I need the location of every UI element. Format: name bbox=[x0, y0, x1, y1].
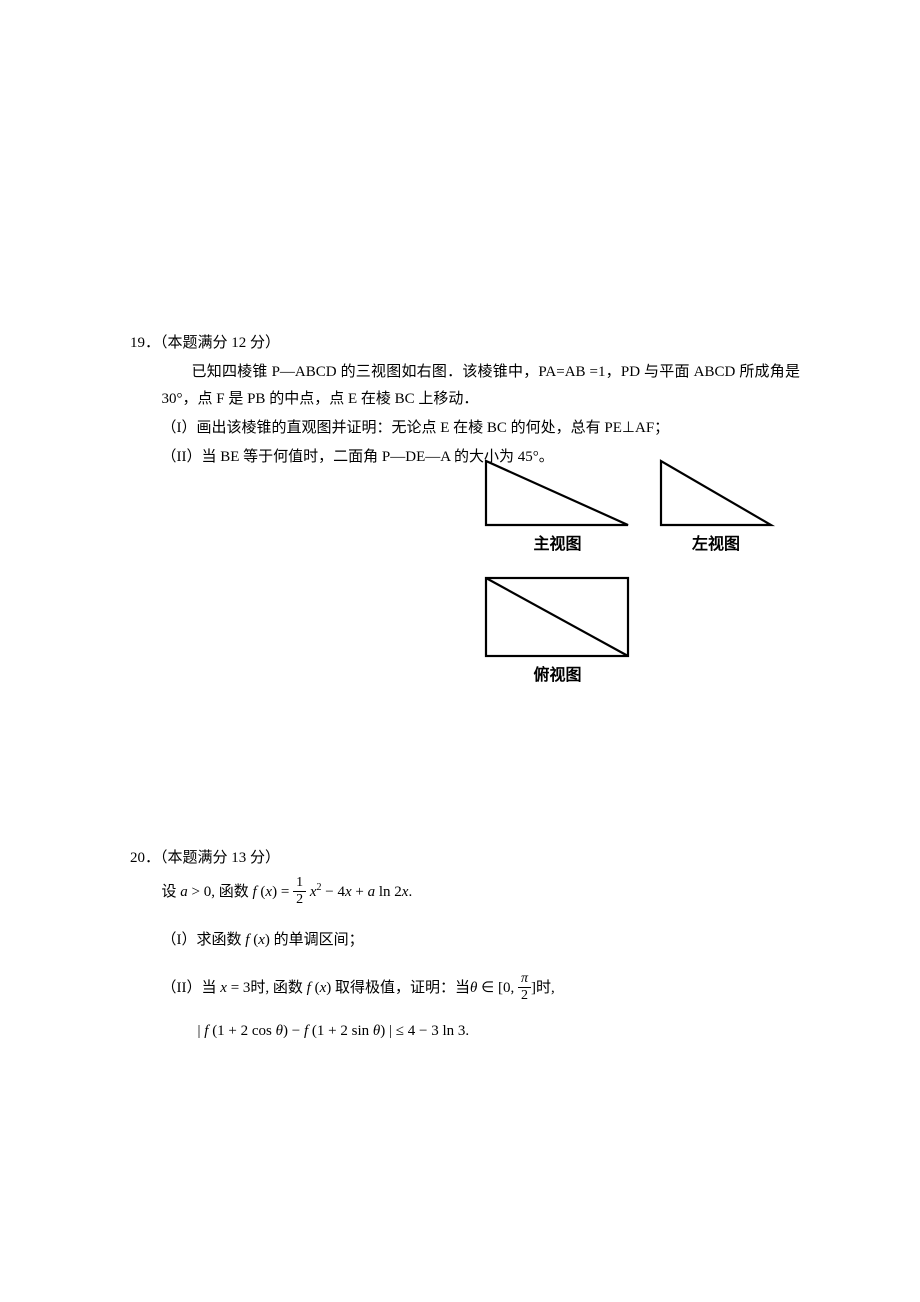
left-view-svg bbox=[655, 455, 777, 531]
prob20-number: 20． bbox=[130, 850, 160, 866]
prob19-para-text: 已知四棱锥 P—ABCD 的三视图如右图．该棱锥中，PA=AB =1，PD 与平… bbox=[162, 364, 801, 407]
front-view-block: 主视图 bbox=[480, 455, 635, 560]
prob20-inequality: | f (1 + 2 cos θ) − f (1 + 2 sin θ) | ≤ … bbox=[130, 1015, 800, 1048]
top-view-block: 俯视图 bbox=[480, 572, 810, 691]
prob20-part1: （I）求函数 f (x) 的单调区间； bbox=[130, 927, 800, 954]
prob20-part2: （II）当 x = 3时, 函数 f (x) 取得极值，证明：当θ ∈ [0, … bbox=[130, 972, 800, 1005]
frac-num: 1 bbox=[293, 875, 306, 892]
prob20-header: （本题满分 13 分） bbox=[160, 850, 280, 866]
p20-part2-c: 取得极值，证明：当 bbox=[331, 980, 470, 996]
p20-part1-a: 求函数 bbox=[197, 932, 246, 948]
pi-num: π bbox=[518, 971, 531, 988]
p20-theta: θ ∈ [0, π2] bbox=[470, 980, 536, 996]
prob19-number: 19． bbox=[130, 335, 160, 351]
fn-def: f (x) = 12 x2 − 4x + a ln 2x. bbox=[249, 884, 412, 900]
given-pre: 设 bbox=[162, 884, 177, 900]
prob19-header: （本题满分 12 分） bbox=[160, 335, 280, 351]
p20-part2-d: 时, bbox=[536, 980, 555, 996]
bottom-row-views: 俯视图 bbox=[480, 572, 810, 691]
problem-20: 20．（本题满分 13 分） 设 a > 0, 函数 f (x) = 12 x2… bbox=[130, 845, 800, 1048]
figure-three-views: 主视图 左视图 俯视图 bbox=[480, 455, 810, 690]
p20-x3: x = 3 bbox=[220, 980, 250, 996]
p20-part1-fx: f (x) bbox=[245, 932, 270, 948]
p20-part2-label: （II） bbox=[162, 980, 202, 996]
problem-19: 19．（本题满分 12 分） 已知四棱锥 P—ABCD 的三视图如右图．该棱锥中… bbox=[130, 330, 800, 471]
pi-den: 2 bbox=[518, 988, 531, 1004]
top-row-views: 主视图 左视图 bbox=[480, 455, 810, 560]
p20-part2-fx: f (x) bbox=[303, 980, 331, 996]
p20-part1-b: 的单调区间； bbox=[270, 932, 364, 948]
p20-part2-b: 时, 函数 bbox=[250, 980, 303, 996]
fn-sup: 2 bbox=[316, 882, 321, 893]
left-view-block: 左视图 bbox=[655, 455, 777, 560]
prob19-part1: （I）画出该棱锥的直观图并证明：无论点 E 在棱 BC 的何处，总有 PE⊥AF… bbox=[130, 415, 800, 442]
top-view-svg bbox=[480, 572, 635, 662]
ineq-expr: | f (1 + 2 cos θ) − f (1 + 2 sin θ) | ≤ … bbox=[198, 1023, 470, 1039]
top-view-caption: 俯视图 bbox=[480, 662, 635, 691]
p20-part2-a: 当 bbox=[202, 980, 221, 996]
page: 19．（本题满分 12 分） 已知四棱锥 P—ABCD 的三视图如右图．该棱锥中… bbox=[0, 0, 920, 1302]
prob19-paragraph: 已知四棱锥 P—ABCD 的三视图如右图．该棱锥中，PA=AB =1，PD 与平… bbox=[130, 359, 800, 413]
front-view-svg bbox=[480, 455, 635, 531]
left-view-caption: 左视图 bbox=[655, 531, 777, 560]
cond-a: a > 0, bbox=[180, 884, 215, 900]
frac-den: 2 bbox=[293, 892, 306, 908]
front-view-caption: 主视图 bbox=[480, 531, 635, 560]
prob19-header-line: 19．（本题满分 12 分） bbox=[130, 330, 800, 357]
given-mid: 函数 bbox=[219, 884, 249, 900]
prob20-header-line: 20．（本题满分 13 分） bbox=[130, 845, 800, 872]
prob20-given: 设 a > 0, 函数 f (x) = 12 x2 − 4x + a ln 2x… bbox=[130, 876, 800, 909]
p20-part1-label: （I） bbox=[162, 932, 197, 948]
